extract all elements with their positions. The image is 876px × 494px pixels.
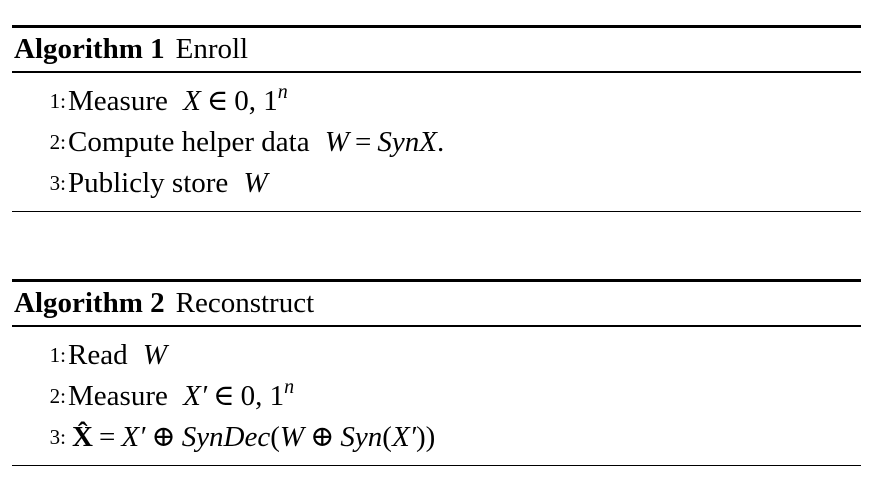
algorithm-block-reconstruct: Algorithm 2 Reconstruct 1: Read W 2: Mea… <box>12 279 861 466</box>
math-var: X′ <box>183 379 208 412</box>
caption-rule <box>12 325 861 327</box>
math-var: X <box>183 84 201 117</box>
math-tail: . <box>436 125 445 158</box>
math-op: = <box>355 125 372 158</box>
algorithm-caption: Algorithm 1 Enroll <box>12 28 861 71</box>
algorithm-name: Enroll <box>175 33 249 65</box>
math-eq: = <box>98 420 116 453</box>
step-number: 2: <box>49 383 66 408</box>
algorithm-step: 1: Measure X ∈ 0, 1n <box>12 81 861 122</box>
algorithm-label: Algorithm 1 <box>14 33 165 65</box>
algorithm-step: 1: Read W <box>12 335 861 376</box>
algorithm-steps: 1: Measure X ∈ 0, 1n 2: Compute helper dat… <box>12 73 861 211</box>
step-body: X̂ = X′ ⊕ SynDec(W ⊕ Syn(X′)) <box>68 420 436 453</box>
step-body: Read W <box>68 338 168 371</box>
math-paren: ( <box>270 420 280 453</box>
algorithm-step: 3: X̂ = X′ ⊕ SynDec(W ⊕ Syn(X′)) <box>12 417 861 458</box>
math-set: 0, 1 <box>234 84 278 117</box>
step-text: Read <box>68 338 128 371</box>
math-fn: SynDec <box>181 420 271 453</box>
math-lhs: W <box>324 125 350 158</box>
step-number: 1: <box>49 88 66 113</box>
algorithm-label: Algorithm 2 <box>14 287 165 319</box>
math-rhs: SynX <box>377 125 437 158</box>
top-rule <box>12 25 861 28</box>
step-text: Compute helper data <box>68 125 310 158</box>
step-text: Measure <box>68 84 168 117</box>
step-body: Measure X ∈ 0, 1n <box>68 82 288 117</box>
step-number: 1: <box>49 342 66 367</box>
step-body: Compute helper data W = SynX. <box>68 125 445 158</box>
caption-rule <box>12 71 861 73</box>
math-oplus: ⊕ <box>310 420 335 453</box>
step-number: 2: <box>49 129 66 154</box>
math-set: 0, 1 <box>240 379 285 412</box>
algorithm-step: 2: Compute helper data W = SynX. <box>12 122 861 163</box>
algorithm-step: 2: Measure X′ ∈ 0, 1n <box>12 376 861 417</box>
math-var: W <box>243 166 268 199</box>
math-sup: n <box>277 80 288 103</box>
math-var: W <box>142 338 168 371</box>
step-text: Publicly store <box>68 166 229 199</box>
top-rule <box>12 279 861 282</box>
math-op: ∈ <box>213 379 235 412</box>
algorithm-caption: Algorithm 2 Reconstruct <box>12 282 861 325</box>
step-body: Publicly store W <box>68 166 268 199</box>
step-body: Measure X′ ∈ 0, 1n <box>68 377 294 412</box>
bottom-rule <box>12 210 861 212</box>
math-paren: )) <box>416 420 436 453</box>
math-op: ∈ <box>206 84 229 117</box>
math-a: X′ <box>121 420 146 453</box>
step-number: 3: <box>49 424 66 449</box>
math-b: W <box>279 420 305 453</box>
math-sup: n <box>284 375 295 398</box>
math-c: X′ <box>391 420 417 453</box>
algorithm-steps: 1: Read W 2: Measure X′ ∈ 0, 1n 3: X̂ = X′ ⊕ S… <box>12 327 861 465</box>
math-oplus: ⊕ <box>151 420 176 453</box>
algorithm-step: 3: Publicly store W <box>12 163 861 204</box>
math-syn: Syn <box>340 420 383 453</box>
step-number: 3: <box>49 170 66 195</box>
step-text: Measure <box>68 379 168 412</box>
algorithm-name: Reconstruct <box>175 287 315 319</box>
algorithm-block-enroll: Algorithm 1 Enroll 1: Measure X ∈ 0, 1n 2:… <box>12 25 861 212</box>
math-lhs: X̂ <box>72 420 93 453</box>
bottom-rule <box>12 464 861 466</box>
math-paren: ( <box>382 420 392 453</box>
